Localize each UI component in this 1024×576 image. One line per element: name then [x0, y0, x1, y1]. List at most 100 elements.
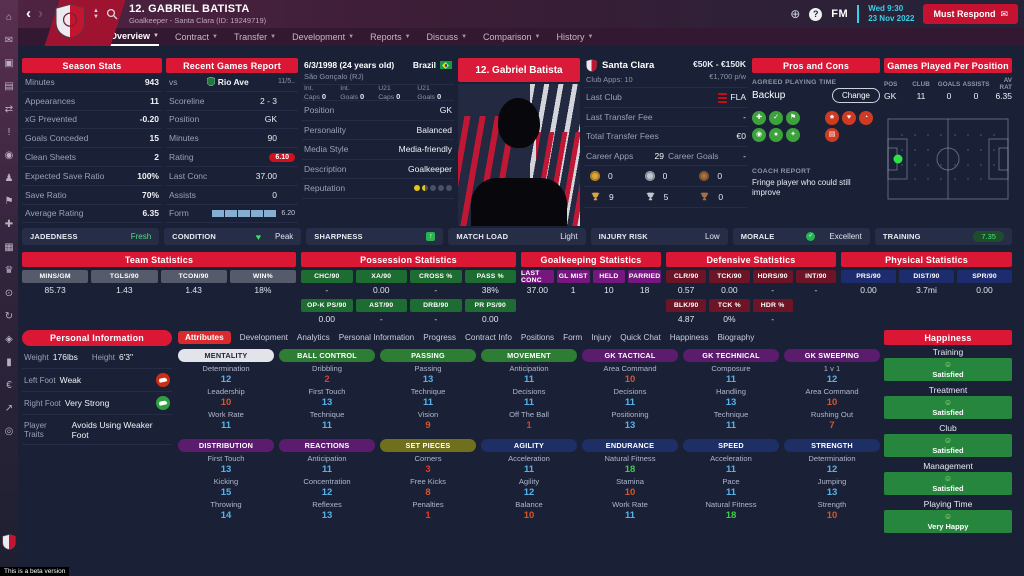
- schedule-icon[interactable]: ▦: [4, 242, 14, 253]
- detail-tab-quick-chat[interactable]: Quick Chat: [620, 333, 661, 342]
- stat-chip[interactable]: HELD: [592, 270, 626, 283]
- change-button[interactable]: Change: [831, 88, 880, 103]
- staff-icon[interactable]: ♟: [4, 173, 14, 184]
- stat-chip[interactable]: CROSS %: [410, 270, 462, 283]
- status-injury-risk[interactable]: INJURY RISK Low: [590, 228, 728, 245]
- attr-group-header[interactable]: MENTALITY: [178, 349, 274, 362]
- language-globe-icon[interactable]: ⊕: [790, 7, 801, 21]
- detail-tab-form[interactable]: Form: [563, 333, 583, 342]
- detail-tab-injury[interactable]: Injury: [591, 333, 612, 342]
- tab-transfer[interactable]: Transfer ▼: [234, 28, 276, 46]
- detail-tab-analytics[interactable]: Analytics: [296, 333, 330, 342]
- stat-chip[interactable]: AST/90: [355, 299, 407, 312]
- job-icon[interactable]: ▮: [6, 357, 12, 368]
- help-icon[interactable]: ?: [809, 7, 823, 21]
- tab-comparison[interactable]: Comparison ▼: [483, 28, 540, 46]
- status-morale[interactable]: MORALE ✓ Excellent: [732, 228, 870, 245]
- nation-name[interactable]: Brazil: [412, 60, 436, 70]
- stat-chip[interactable]: TCK/90: [709, 270, 750, 283]
- attr-group-header[interactable]: GK SWEEPING: [784, 349, 880, 362]
- detail-tab-progress[interactable]: Progress: [423, 333, 456, 342]
- stat-chip[interactable]: TCK %: [709, 299, 750, 312]
- stat-chip[interactable]: LAST CONC: [521, 270, 554, 284]
- position-table-header[interactable]: POS CLUB GOALS ASSISTS AV RAT: [884, 77, 1012, 91]
- stat-chip[interactable]: INT/90: [795, 270, 836, 283]
- stat-chip[interactable]: OP-K PS/90: [301, 299, 353, 312]
- detail-tab-contract-info[interactable]: Contract Info: [465, 333, 512, 342]
- news-icon[interactable]: !: [7, 127, 11, 138]
- stat-chip[interactable]: PASS %: [464, 270, 516, 283]
- must-respond-button[interactable]: Must Respond ✉: [923, 4, 1018, 24]
- tab-discuss[interactable]: Discuss ▼: [427, 28, 467, 46]
- attr-group-header[interactable]: DISTRIBUTION: [178, 439, 274, 452]
- stat-chip[interactable]: PR PS/90: [464, 299, 516, 312]
- stat-chip[interactable]: TCON/90: [160, 270, 227, 283]
- club-info-icon[interactable]: ◈: [5, 334, 13, 345]
- stat-chip[interactable]: BLK/90: [666, 299, 707, 312]
- club-badge-icon[interactable]: [54, 3, 86, 39]
- dynamics-icon[interactable]: ↗: [4, 403, 14, 414]
- detail-tab-biography[interactable]: Biography: [717, 333, 755, 342]
- attr-group-header[interactable]: SPEED: [683, 439, 779, 452]
- stat-chip[interactable]: SPR/90: [957, 270, 1012, 283]
- training-icon[interactable]: ⚑: [4, 196, 14, 207]
- detail-tab-attributes[interactable]: Attributes: [178, 331, 231, 344]
- stat-chip[interactable]: TGLS/90: [91, 270, 158, 283]
- attr-group-header[interactable]: GK TECHNICAL: [683, 349, 779, 362]
- attr-group-header[interactable]: ENDURANCE: [582, 439, 678, 452]
- detail-tab-personal-information[interactable]: Personal Information: [338, 333, 415, 342]
- alerts-icon[interactable]: ◎: [4, 426, 14, 437]
- stat-chip[interactable]: HDR %: [752, 299, 793, 312]
- attr-group-header[interactable]: AGILITY: [481, 439, 577, 452]
- attr-group-header[interactable]: REACTIONS: [279, 439, 375, 452]
- status-jadedness[interactable]: JADEDNESS Fresh: [22, 228, 160, 245]
- refresh-icon[interactable]: ↻: [4, 311, 14, 322]
- attr-group-header[interactable]: STRENGTH: [784, 439, 880, 452]
- status-condition[interactable]: CONDITION ♥ Peak: [164, 228, 302, 245]
- detail-tab-positions[interactable]: Positions: [520, 333, 555, 342]
- stat-chip[interactable]: DIST/90: [899, 270, 954, 283]
- finances-icon[interactable]: €: [6, 380, 12, 391]
- stat-chip[interactable]: GL MIST: [556, 270, 590, 283]
- stat-chip[interactable]: CLR/90: [666, 270, 707, 283]
- stat-chip[interactable]: PARRIED: [628, 270, 661, 283]
- tab-development[interactable]: Development ▼: [292, 28, 354, 46]
- stat-chip[interactable]: CHC/90: [301, 270, 353, 283]
- status-match-load[interactable]: MATCH LOAD Light: [448, 228, 586, 245]
- tactics-icon[interactable]: ▤: [4, 81, 14, 92]
- tab-contract[interactable]: Contract ▼: [175, 28, 218, 46]
- scouting-icon[interactable]: ⊙: [4, 288, 14, 299]
- tab-overview[interactable]: Overview ▼: [110, 28, 159, 46]
- club-crest-icon[interactable]: [2, 534, 16, 550]
- attr-group-header[interactable]: MOVEMENT: [481, 349, 577, 362]
- attr-group-header[interactable]: SET PIECES: [380, 439, 476, 452]
- detail-tab-development[interactable]: Development: [239, 333, 288, 342]
- stat-chip[interactable]: XA/90: [355, 270, 407, 283]
- tab-history[interactable]: History ▼: [557, 28, 594, 46]
- player-spinner[interactable]: ▲ ▼: [93, 8, 99, 20]
- status-training[interactable]: TRAINING 7.35: [874, 228, 1012, 245]
- attr-group-header[interactable]: BALL CONTROL: [279, 349, 375, 362]
- club-name[interactable]: Santa Clara: [602, 60, 655, 71]
- recent-opponent-row[interactable]: vs Rio Ave 11/5..: [166, 73, 298, 92]
- status-sharpness[interactable]: SHARPNESS ↑: [306, 228, 444, 245]
- back-button[interactable]: ‹: [26, 5, 31, 22]
- home-icon[interactable]: ⌂: [5, 12, 13, 23]
- stat-chip[interactable]: MINS/GM: [22, 270, 89, 283]
- attr-group-header[interactable]: PASSING: [380, 349, 476, 362]
- stat-chip[interactable]: PRS/90: [841, 270, 896, 283]
- squad-icon[interactable]: ▣: [4, 58, 14, 69]
- tab-reports[interactable]: Reports ▼: [370, 28, 410, 46]
- stat-chip[interactable]: DRB/90: [410, 299, 462, 312]
- forward-button[interactable]: ›: [38, 5, 43, 22]
- transfers-icon[interactable]: ⇄: [4, 104, 14, 115]
- club-icon[interactable]: ◉: [4, 150, 14, 161]
- inbox-icon[interactable]: ✉: [4, 35, 14, 46]
- detail-tab-happiness[interactable]: Happiness: [669, 333, 709, 342]
- attr-group-header[interactable]: GK TACTICAL: [582, 349, 678, 362]
- stat-chip[interactable]: HDRS/90: [752, 270, 793, 283]
- search-icon[interactable]: [106, 8, 118, 20]
- competitions-icon[interactable]: ♛: [4, 265, 14, 276]
- medical-icon[interactable]: ✚: [4, 219, 14, 230]
- stat-chip[interactable]: WIN%: [229, 270, 296, 283]
